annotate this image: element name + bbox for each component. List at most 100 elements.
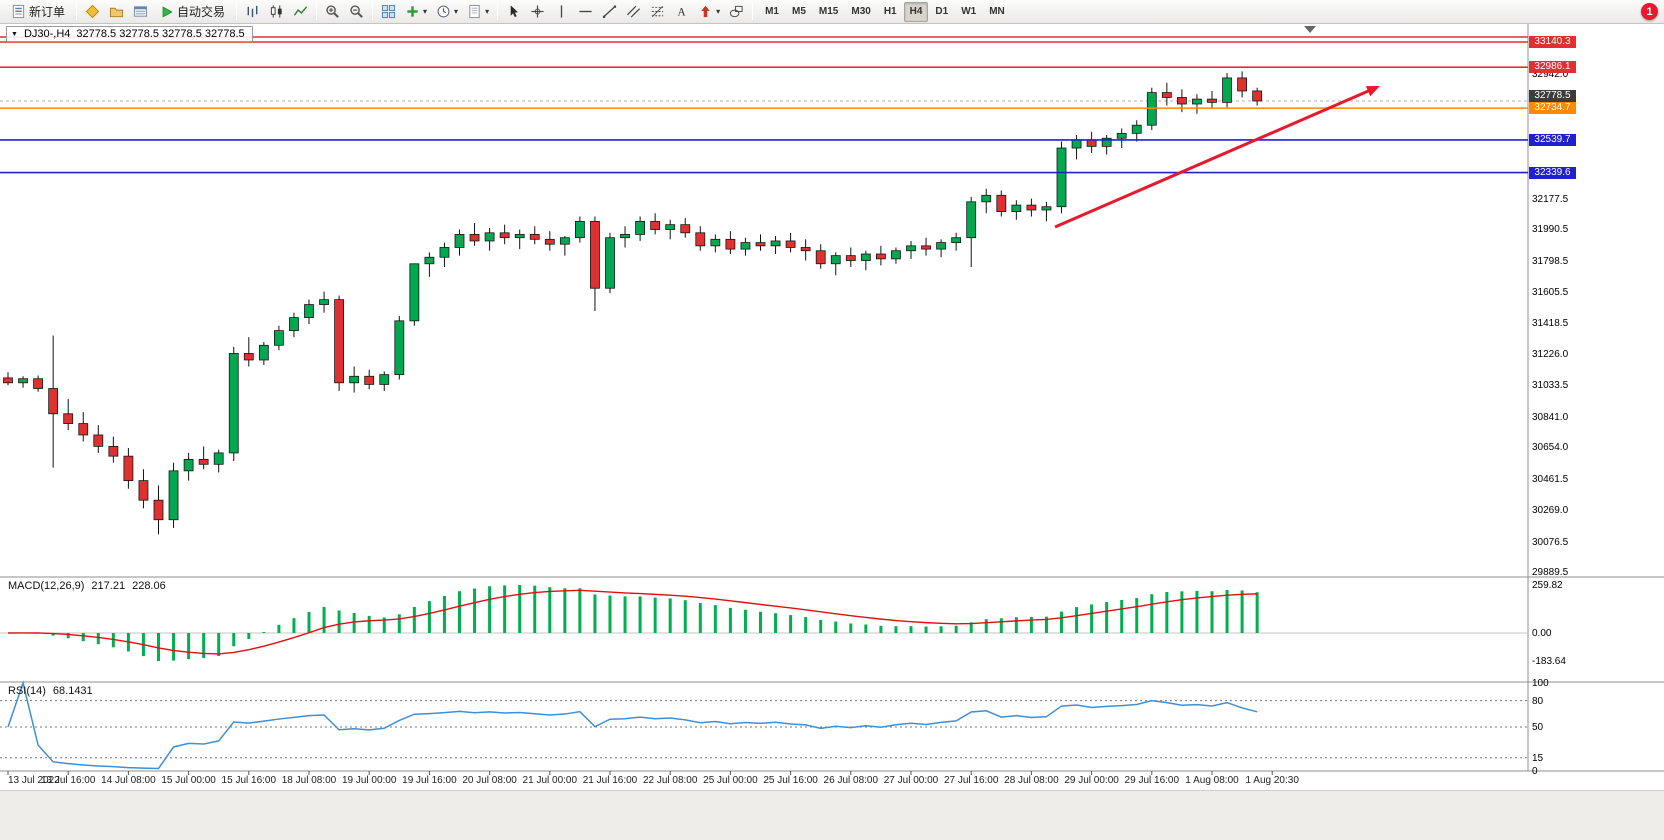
vertical-line-tool-button[interactable] xyxy=(550,2,573,22)
chart-window: ▼ DJ30-,H4 32778.5 32778.5 32778.5 32778… xyxy=(0,24,1664,790)
zoom-out-button[interactable] xyxy=(345,2,368,22)
candle-body xyxy=(815,250,826,265)
candle-body xyxy=(966,201,977,239)
dropdown-caret-icon: ▾ xyxy=(423,6,428,16)
time-axis-label: 14 Jul 08:00 xyxy=(101,775,156,786)
price-line-label: 32539.7 xyxy=(1529,133,1576,146)
timeframe-M30[interactable]: M30 xyxy=(851,6,871,17)
toolbar-separator xyxy=(372,3,374,20)
horizontal-line-icon xyxy=(579,10,592,13)
line-chart-icon xyxy=(293,6,308,16)
new-chart-button[interactable] xyxy=(81,2,104,22)
bar-chart-button[interactable] xyxy=(241,2,264,22)
zoom-out-icon xyxy=(350,5,363,18)
text-tool-button[interactable]: A xyxy=(670,2,693,22)
candle-body xyxy=(1026,204,1037,211)
candle-body xyxy=(981,194,992,203)
autotrading-button[interactable]: 自动交易 xyxy=(153,2,232,22)
price-axis-label: 29889.5 xyxy=(1532,566,1569,578)
shapes-tool-button[interactable] xyxy=(725,2,748,22)
timeframe-MN[interactable]: MN xyxy=(989,6,1005,17)
line-chart-button[interactable] xyxy=(289,2,312,22)
timeframe-M15[interactable]: M15 xyxy=(818,6,839,17)
notification-badge[interactable]: 1 xyxy=(1641,3,1658,20)
candle-body xyxy=(18,378,28,384)
timeframe-D1[interactable]: D1 xyxy=(935,6,949,17)
candlestick-chart-button[interactable] xyxy=(265,2,288,22)
chart-caption[interactable]: ▼ DJ30-,H4 32778.5 32778.5 32778.5 32778… xyxy=(6,26,253,42)
svg-text:A: A xyxy=(678,7,687,19)
candle-body xyxy=(319,299,329,305)
time-axis-label: 29 Jul 00:00 xyxy=(1064,775,1119,786)
channel-tool-button[interactable] xyxy=(622,2,645,22)
candle-body xyxy=(1071,139,1082,149)
trend-arrow[interactable] xyxy=(1054,87,1374,229)
candle-body xyxy=(800,247,811,252)
candle-body xyxy=(665,224,676,230)
time-axis-label: 27 Jul 16:00 xyxy=(943,775,999,786)
chevron-down-icon[interactable]: ▼ xyxy=(11,30,18,38)
autotrading-label: 自动交易 xyxy=(177,5,226,19)
candle-body xyxy=(710,238,721,247)
candle-body xyxy=(1252,90,1263,102)
price-axis-label: 30076.5 xyxy=(1532,536,1569,548)
candle-body xyxy=(605,237,615,289)
timeframe-W1[interactable]: W1 xyxy=(961,6,977,17)
fibonacci-tool-button[interactable] xyxy=(646,2,669,22)
candle-body xyxy=(273,330,284,346)
timeframe-M1[interactable]: M1 xyxy=(765,6,779,17)
toolbar: 新订单 自动交易 xyxy=(0,0,1664,24)
toolbar-separator xyxy=(497,3,499,20)
arrows-tool-button[interactable]: ▾ xyxy=(694,2,724,22)
new-chart-icon xyxy=(85,4,100,19)
candle-body xyxy=(258,344,269,361)
shapes-icon xyxy=(730,5,743,18)
text-tool-icon: A xyxy=(678,7,687,19)
candle-body xyxy=(63,413,74,424)
clock-icon xyxy=(437,5,450,18)
macd-axis-label: 259.82 xyxy=(1532,580,1563,591)
candle-body xyxy=(1161,92,1172,98)
chart-shift-marker[interactable] xyxy=(1304,26,1316,33)
candle-body xyxy=(635,220,645,235)
time-axis-label: 28 Jul 08:00 xyxy=(1004,775,1059,786)
candle-body xyxy=(575,220,585,239)
terminal-button[interactable] xyxy=(129,2,152,22)
crosshair-tool-button[interactable] xyxy=(526,2,549,22)
trendline-icon xyxy=(603,5,617,18)
timeframe-M5[interactable]: M5 xyxy=(792,6,806,17)
candle-body xyxy=(876,253,886,260)
timeframe-H4[interactable]: H4 xyxy=(903,1,929,22)
templates-button[interactable]: ▾ xyxy=(463,2,493,22)
macd-axis-label: -183.64 xyxy=(1532,656,1566,667)
candle-body xyxy=(1131,124,1142,134)
candle-body xyxy=(213,452,224,465)
new-order-button[interactable]: 新订单 xyxy=(4,2,72,22)
cursor-tool-button[interactable] xyxy=(502,2,525,22)
price-line-label: 32339.6 xyxy=(1529,166,1576,179)
tile-windows-button[interactable] xyxy=(377,2,400,22)
time-axis-label: 18 Jul 08:00 xyxy=(281,775,337,786)
bar-chart-icon xyxy=(247,5,258,18)
candle-body xyxy=(394,320,405,376)
zoom-in-button[interactable] xyxy=(321,2,344,22)
tile-windows-icon xyxy=(381,4,396,19)
macd-signal-value: 228.06 xyxy=(132,580,166,592)
rsi-axis-label: 100 xyxy=(1532,678,1549,689)
chart-plot-area[interactable] xyxy=(0,24,1664,790)
candle-body xyxy=(1207,98,1217,103)
profiles-button[interactable] xyxy=(105,2,128,22)
trendline-tool-button[interactable] xyxy=(598,2,621,22)
candle-body xyxy=(123,455,134,482)
horizontal-line-tool-button[interactable] xyxy=(574,2,597,22)
candle-body xyxy=(514,234,525,239)
terminal-icon xyxy=(133,6,148,17)
periods-button[interactable]: ▾ xyxy=(432,2,462,22)
timeframe-H1[interactable]: H1 xyxy=(883,6,897,17)
new-order-label: 新订单 xyxy=(29,5,66,19)
indicators-button[interactable]: ▾ xyxy=(401,2,431,22)
candle-body xyxy=(289,317,299,332)
candle-body xyxy=(680,224,691,234)
candle-body xyxy=(168,470,179,521)
